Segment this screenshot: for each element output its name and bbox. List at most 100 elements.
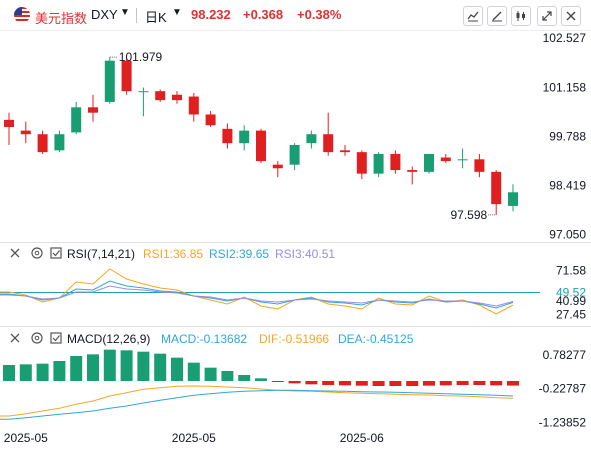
candle[interactable] [121, 58, 132, 95]
draw-button[interactable] [487, 6, 507, 26]
candle[interactable] [340, 144, 350, 156]
candle[interactable] [440, 153, 451, 163]
candle[interactable] [323, 112, 334, 156]
candle[interactable] [172, 91, 182, 104]
timeframe-selector[interactable]: 日K [145, 10, 167, 25]
macd-bar [389, 381, 402, 386]
candle[interactable] [256, 128, 266, 163]
candle[interactable] [138, 87, 149, 117]
price-tick-label: 101.158 [543, 80, 587, 94]
macd-value-legend: MACD:-0.13682 [161, 332, 248, 346]
macd-settings-icon[interactable] [31, 332, 43, 344]
indicator-icon [467, 11, 479, 22]
candle[interactable] [54, 130, 65, 153]
rsi-settings-icon[interactable] [31, 247, 43, 259]
candle[interactable] [356, 150, 367, 180]
macd-legend-title: MACD(12,26,9) [67, 332, 151, 346]
symbol-code[interactable]: DXY [91, 7, 118, 22]
macd-tick-label: -1.23852 [539, 415, 587, 429]
candle[interactable] [222, 123, 233, 149]
macd-bar [305, 381, 318, 385]
macd-bar [3, 365, 15, 381]
rsi1-legend: RSI1:36.85 [143, 247, 204, 261]
macd-axis[interactable]: 0.78277 -0.22787 -1.23852 [539, 348, 587, 429]
macd-bar [70, 356, 83, 381]
candle[interactable] [88, 94, 98, 122]
candle[interactable] [306, 130, 317, 149]
macd-bar [339, 381, 351, 386]
candle[interactable] [37, 130, 48, 154]
price-tick-label: 98.419 [549, 179, 586, 193]
dea-line [0, 389, 514, 420]
macd-bar [36, 363, 49, 381]
candle[interactable] [4, 112, 14, 145]
macd-collapse-icon[interactable] [10, 333, 20, 343]
us-flag-icon [14, 7, 30, 23]
time-tick-label: 2025-06 [340, 431, 384, 445]
macd-bar [187, 362, 200, 381]
rsi2-legend: RSI2:39.65 [209, 247, 270, 261]
candle[interactable] [239, 125, 250, 151]
price-axis[interactable]: 102.527 101.158 99.788 98.419 97.050 [543, 31, 587, 241]
macd-bar [238, 375, 251, 381]
rsi-tick-label: 71.58 [556, 263, 586, 277]
macd-lines [0, 385, 514, 420]
candle[interactable] [20, 121, 31, 144]
candle[interactable] [155, 89, 166, 102]
macd-bar [288, 381, 301, 384]
macd-tick-label: 0.78277 [543, 348, 587, 362]
candlestick-series[interactable]: 101.979 97.598 [4, 50, 518, 222]
candle[interactable] [205, 110, 216, 128]
candle[interactable] [390, 150, 401, 174]
macd-bar [154, 353, 167, 381]
candle[interactable] [424, 153, 434, 174]
candle[interactable] [407, 166, 418, 185]
rsi3-legend: RSI3:40.51 [275, 247, 336, 261]
fullscreen-button[interactable] [537, 6, 557, 26]
symbol-header: 美元指数 DXY ▼ 日K ▼ 98.232 +0.368 +0.38% [0, 0, 591, 30]
price-change-percent: +0.38% [297, 7, 342, 22]
symbol-dropdown-icon[interactable]: ▼ [120, 7, 130, 18]
candle[interactable] [491, 170, 502, 215]
candle[interactable] [272, 161, 283, 178]
rsi-lines [0, 268, 514, 315]
high-price-label: 101.979 [119, 50, 163, 64]
rsi-toggle-icon[interactable] [50, 247, 62, 259]
candle[interactable] [104, 57, 115, 104]
rsi-collapse-icon[interactable] [10, 248, 20, 258]
macd-bar [423, 381, 435, 386]
time-axis[interactable]: 2025-05 2025-05 2025-06 [4, 431, 384, 445]
candle[interactable] [289, 143, 300, 171]
close-icon [566, 11, 576, 21]
candle[interactable] [474, 153, 485, 178]
macd-bar [19, 364, 32, 381]
macd-bar [120, 350, 133, 381]
candle[interactable] [373, 152, 384, 178]
header-divider [136, 8, 137, 23]
macd-bar [473, 381, 486, 385]
candle[interactable] [457, 148, 468, 169]
chart-type-button[interactable] [511, 6, 531, 26]
macd-bar [456, 381, 469, 385]
macd-bar [490, 381, 503, 386]
macd-bar [204, 367, 217, 381]
macd-bar [271, 381, 284, 382]
candle[interactable] [188, 92, 199, 122]
expand-icon [542, 11, 552, 21]
indicator-button[interactable] [463, 6, 483, 26]
timeframe-dropdown-icon[interactable]: ▼ [172, 7, 182, 18]
candle[interactable] [71, 101, 82, 135]
rsi-tick-label: 40.99 [556, 294, 586, 308]
close-button[interactable] [561, 6, 581, 26]
index-name[interactable]: 美元指数 [35, 11, 88, 26]
macd-bar [171, 357, 183, 381]
macd-bar [439, 381, 452, 386]
candle[interactable] [508, 184, 518, 212]
candle-icon [516, 11, 525, 21]
macd-bar [322, 381, 335, 385]
macd-toggle-icon[interactable] [50, 332, 62, 344]
macd-bar [103, 349, 116, 381]
